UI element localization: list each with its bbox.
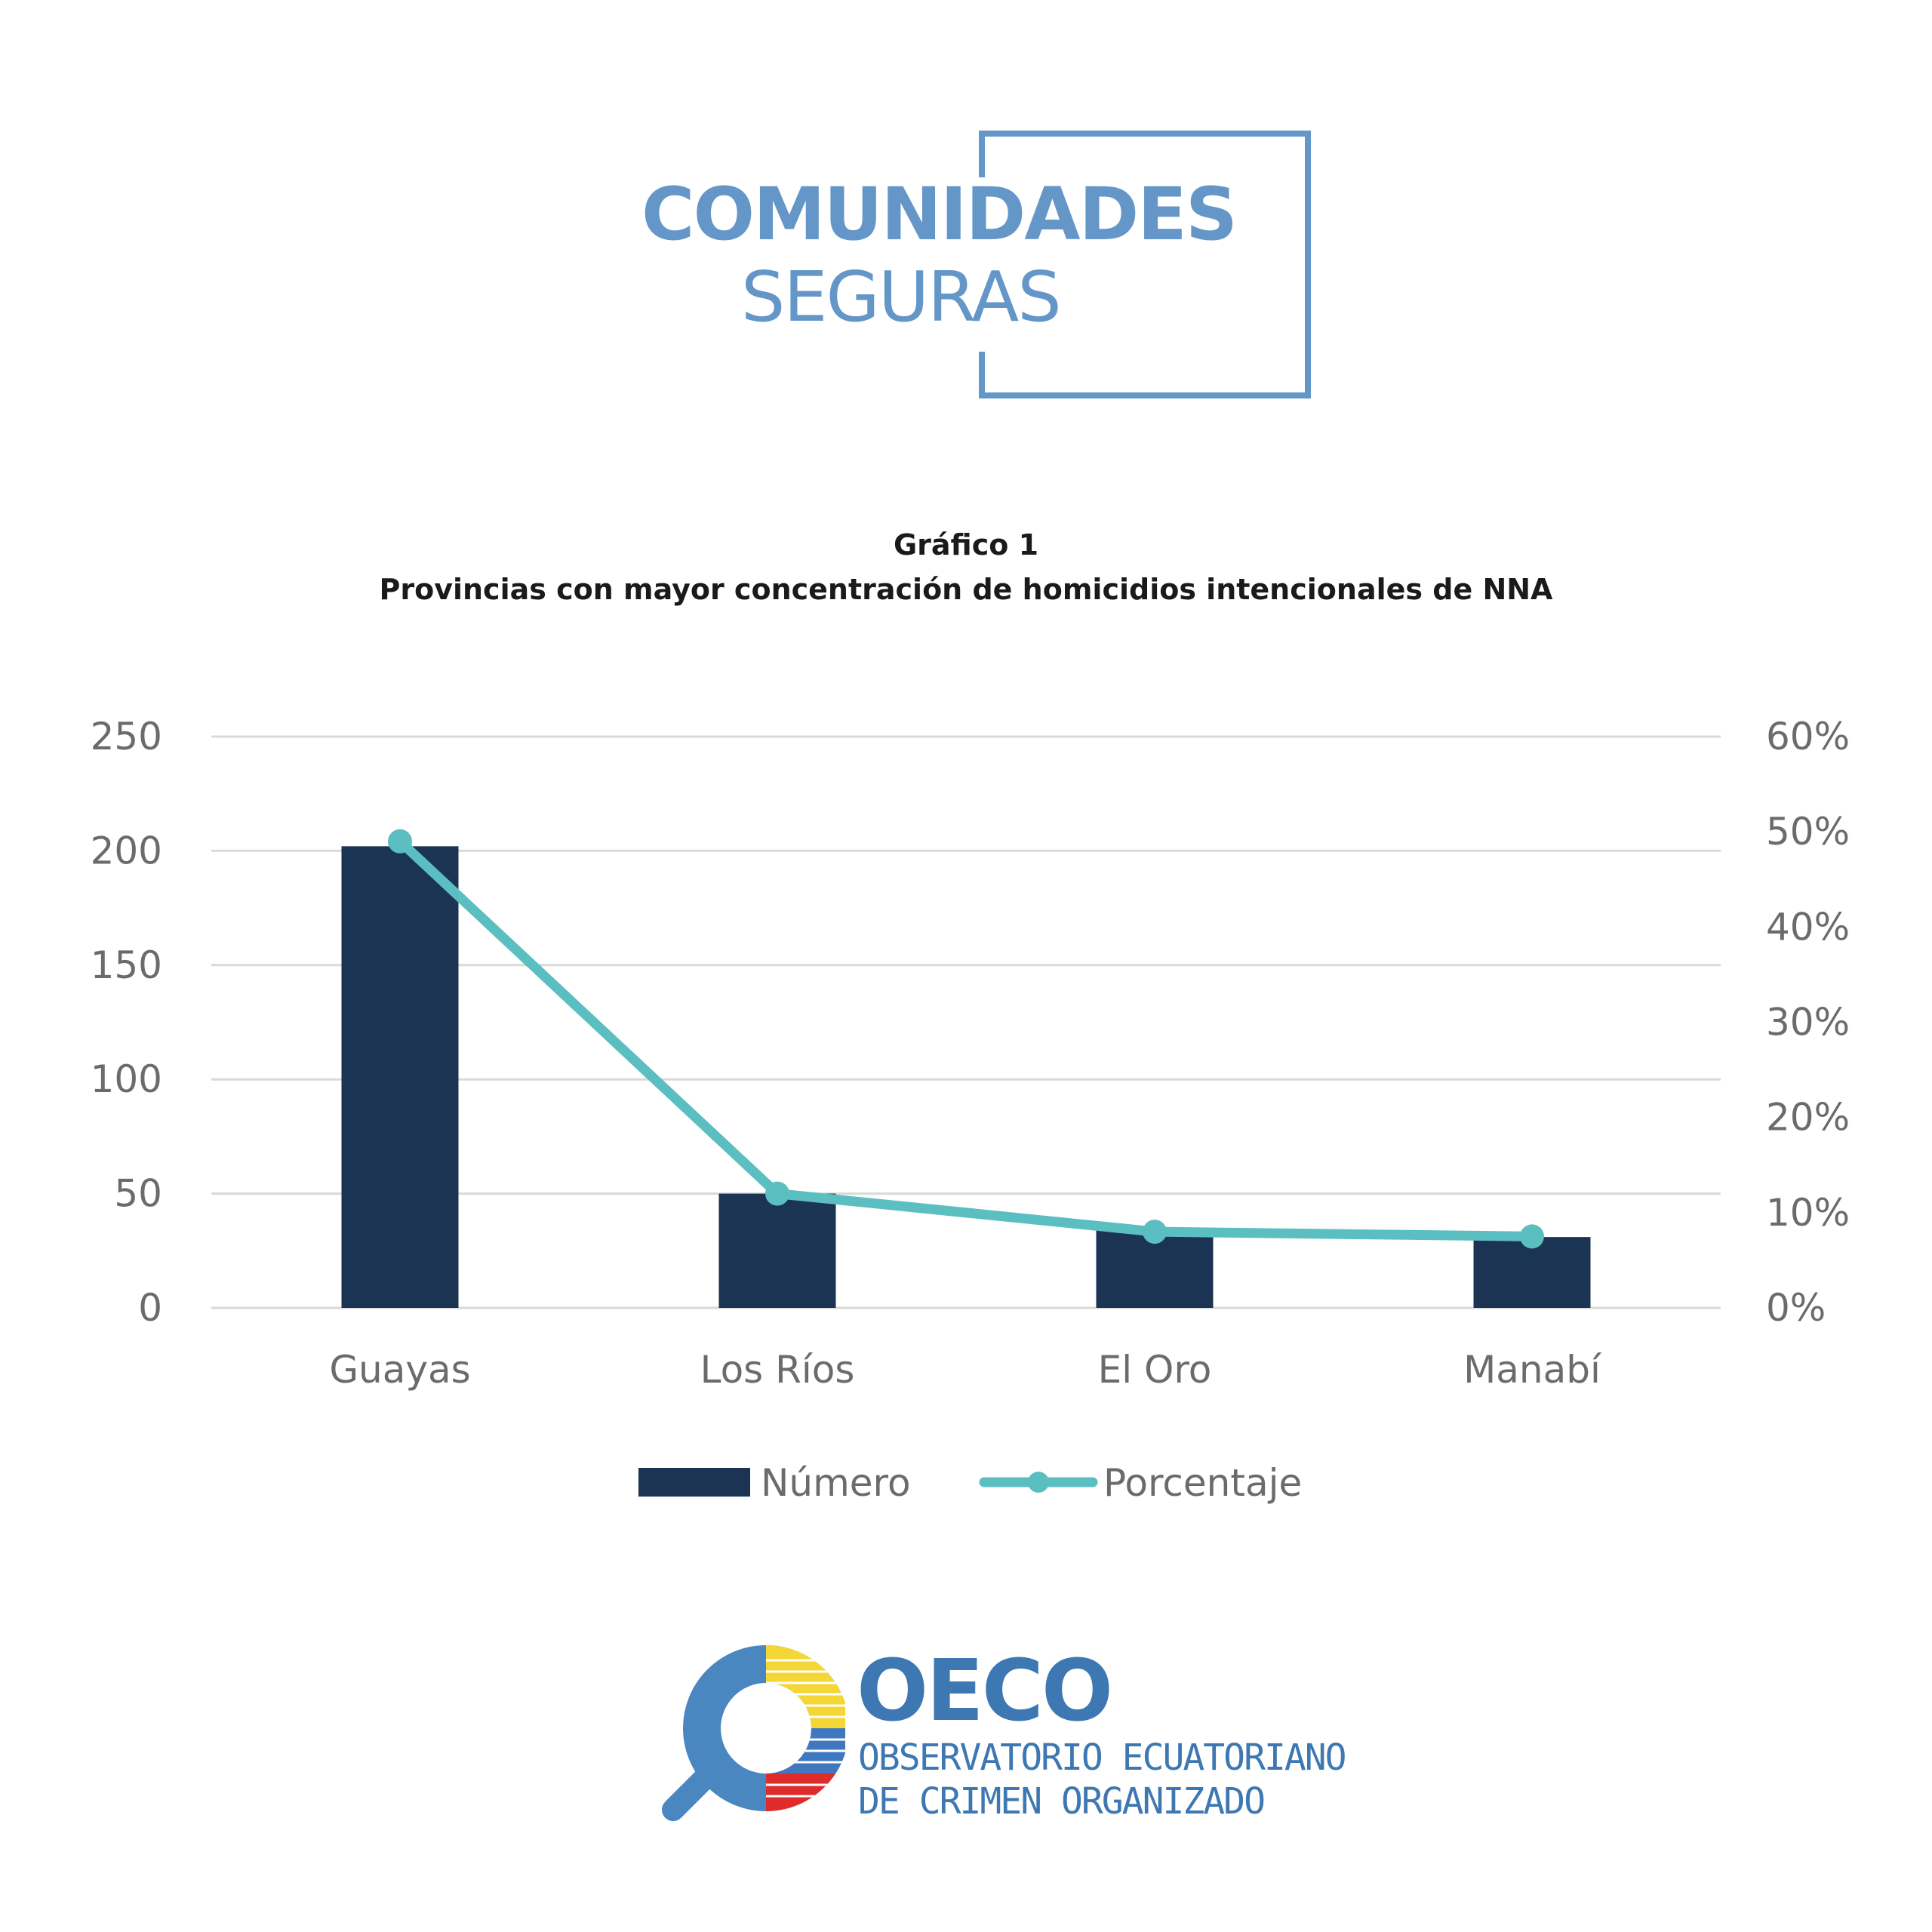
header-logo: COMUNIDADES SEGURAS [0,0,1932,423]
right-tick-label: 60% [1766,715,1850,758]
category-label: Manabí [1463,1348,1602,1392]
line-series [388,829,1544,1249]
legend-label-numero: Número [761,1461,911,1505]
bar [341,846,459,1308]
right-tick-label: 10% [1766,1191,1850,1235]
left-axis: 0 50 100 150 200 250 [91,715,162,1330]
logo-text-line2: SEGURAS [741,257,1062,337]
magnifier-flag-icon [662,1645,845,1821]
logo-frame [979,131,1311,398]
legend-label-porcentaje: Porcentaje [1103,1461,1302,1505]
left-tick-label: 250 [91,715,162,758]
category-label: El Oro [1098,1348,1212,1392]
category-label: Los Ríos [700,1348,855,1392]
line-point [1520,1224,1544,1249]
left-tick-label: 150 [91,943,162,987]
chart-subtitle: Provincias con mayor concentración de ho… [379,573,1553,606]
brand-line2: DE CRIMEN ORGANIZADO [858,1780,1266,1823]
category-label: Guayas [329,1348,470,1392]
line-point [1143,1220,1167,1244]
legend: Número Porcentaje [638,1461,1302,1505]
bar-series [341,846,1591,1308]
brand-name: OECO [857,1642,1113,1740]
legend-line-marker [1028,1472,1049,1493]
right-tick-label: 40% [1766,905,1850,949]
bar [718,1193,836,1308]
brand-line1: OBSERVATORIO ECUATORIANO [858,1737,1347,1779]
line-point [388,829,412,854]
footer-logo [0,1630,1932,1826]
left-tick-label: 50 [114,1172,162,1216]
line-point [765,1181,789,1206]
line-path [395,836,1537,1241]
category-axis: Guayas Los Ríos El Oro Manabí [329,1348,1602,1392]
logo-text-line1: COMUNIDADES [641,172,1238,257]
left-tick-label: 200 [91,829,162,872]
right-tick-label: 0% [1766,1286,1826,1330]
bar [1473,1237,1591,1308]
right-axis: 0% 10% 20% 30% 40% 50% 60% [1766,715,1850,1330]
right-tick-label: 20% [1766,1096,1850,1140]
left-tick-label: 100 [91,1057,162,1101]
grid-lines [211,735,1721,1309]
chart-title: Gráfico 1 [893,528,1039,561]
legend-bar-swatch [638,1468,750,1497]
right-tick-label: 30% [1766,1001,1850,1044]
right-tick-label: 50% [1766,810,1850,854]
left-tick-label: 0 [138,1286,162,1330]
